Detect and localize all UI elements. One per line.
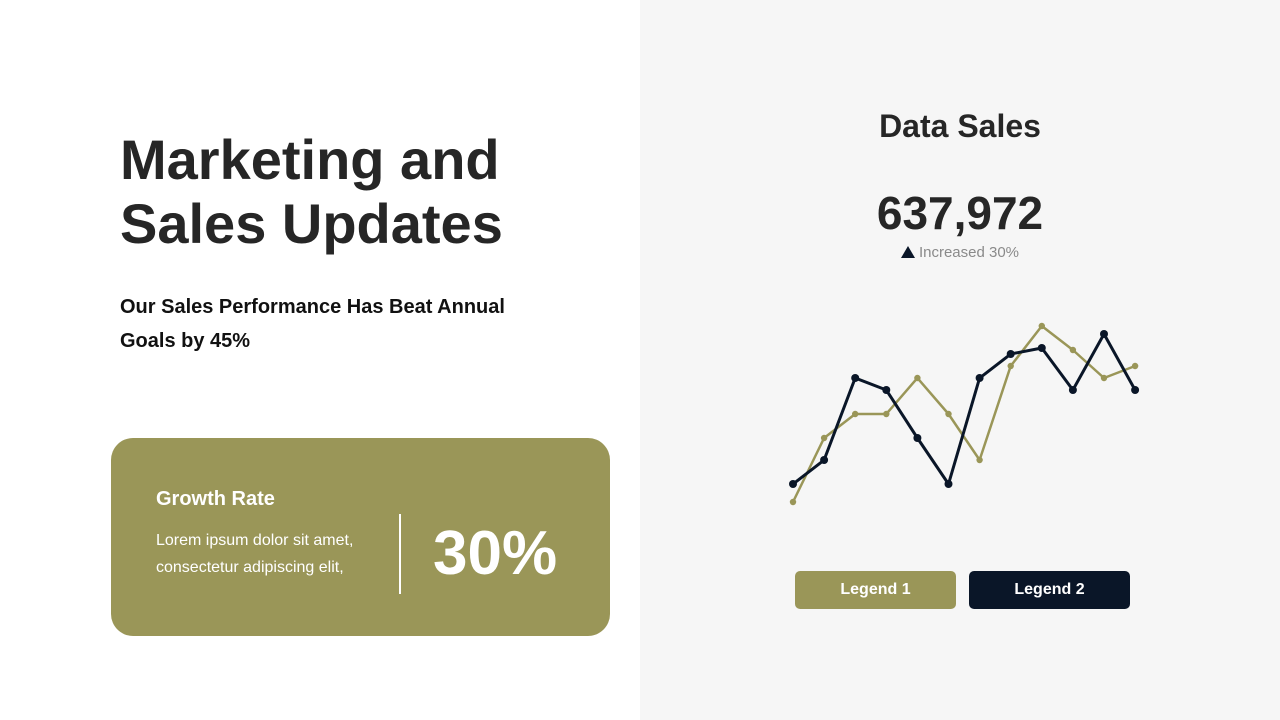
page-title: Marketing and Sales Updates xyxy=(120,128,503,256)
series-line-1 xyxy=(791,324,1136,503)
data-point-2 xyxy=(851,374,860,382)
card-divider xyxy=(399,514,401,594)
data-point-1 xyxy=(914,374,921,382)
line-chart xyxy=(789,322,1140,506)
change-indicator: Increased 30% xyxy=(640,244,1280,261)
data-point-2 xyxy=(789,480,797,488)
data-point-2 xyxy=(1068,386,1077,394)
series-line-2 xyxy=(792,332,1137,486)
sales-value: 637,972 xyxy=(876,187,1044,239)
data-point-1 xyxy=(883,410,890,418)
data-point-2 xyxy=(1006,350,1015,358)
data-point-1 xyxy=(1069,346,1077,354)
data-point-1 xyxy=(976,456,983,464)
subtitle: Our Sales Performance Has Beat Annual Go… xyxy=(120,296,505,352)
data-point-2 xyxy=(975,374,984,382)
card-description: Lorem ipsum dolor sit amet, consectetur … xyxy=(156,532,354,576)
data-point-2 xyxy=(1037,344,1046,352)
legend-1: Legend 1 xyxy=(795,571,956,609)
data-point-1 xyxy=(1007,362,1014,370)
data-point-1 xyxy=(1038,322,1045,330)
title-line-1: Marketing and xyxy=(120,128,500,191)
card-title: Growth Rate xyxy=(156,488,275,510)
triangle-up-icon xyxy=(900,246,915,258)
right-panel: Data Sales 637,972 Increased 30% Legend … xyxy=(640,0,1280,720)
data-point-2 xyxy=(913,434,922,442)
data-point-2 xyxy=(1100,330,1108,338)
data-point-2 xyxy=(882,386,891,394)
card-percent: 30% xyxy=(433,519,558,588)
change-text: Increased 30% xyxy=(918,244,1020,261)
data-point-1 xyxy=(789,498,797,506)
left-panel: Marketing and Sales Updates Our Sales Per… xyxy=(111,128,610,636)
data-point-1 xyxy=(1100,374,1108,382)
data-point-1 xyxy=(945,410,952,418)
data-point-1 xyxy=(1131,362,1139,370)
title-line-2: Sales Updates xyxy=(120,192,503,255)
data-point-2 xyxy=(820,456,829,464)
data-point-1 xyxy=(820,434,828,442)
data-point-1 xyxy=(852,410,859,418)
chart-title: Data Sales xyxy=(879,108,1041,144)
legend-2: Legend 2 xyxy=(969,571,1130,609)
data-point-2 xyxy=(944,480,953,488)
growth-rate-card: Growth Rate Lorem ipsum dolor sit amet, … xyxy=(111,438,610,636)
data-point-2 xyxy=(1131,386,1140,394)
